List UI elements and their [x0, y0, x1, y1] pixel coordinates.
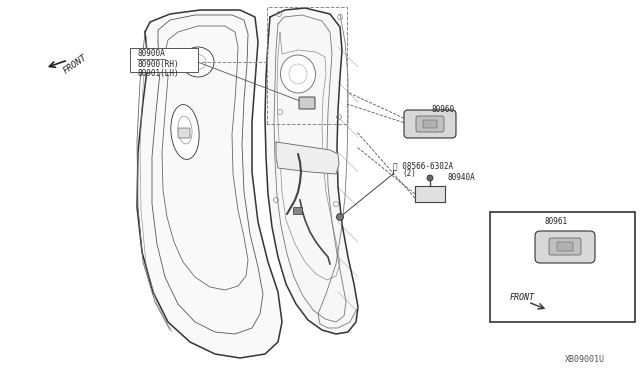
Ellipse shape: [171, 105, 199, 160]
Ellipse shape: [182, 47, 214, 77]
FancyBboxPatch shape: [423, 120, 437, 128]
Text: 80900(RH): 80900(RH): [137, 60, 179, 69]
Text: 80901(LH): 80901(LH): [137, 69, 179, 78]
Polygon shape: [265, 8, 358, 334]
Text: Ⓢ 08566-6302A: Ⓢ 08566-6302A: [393, 161, 453, 170]
Circle shape: [427, 175, 433, 181]
Ellipse shape: [280, 55, 316, 93]
Text: FRONT: FRONT: [62, 53, 89, 76]
Polygon shape: [415, 186, 445, 202]
FancyBboxPatch shape: [416, 116, 444, 132]
FancyBboxPatch shape: [294, 208, 303, 215]
FancyBboxPatch shape: [549, 238, 581, 255]
Text: FRONT: FRONT: [510, 293, 535, 302]
Text: 80961: 80961: [545, 217, 568, 226]
FancyBboxPatch shape: [557, 242, 573, 251]
Text: (2): (2): [402, 169, 416, 178]
Circle shape: [337, 214, 344, 221]
Text: XB09001U: XB09001U: [565, 355, 605, 364]
Text: 80960: 80960: [432, 105, 455, 114]
FancyBboxPatch shape: [299, 97, 315, 109]
Text: 80940A: 80940A: [448, 173, 476, 182]
Polygon shape: [276, 142, 339, 174]
FancyBboxPatch shape: [130, 48, 198, 72]
FancyBboxPatch shape: [490, 212, 635, 322]
FancyBboxPatch shape: [404, 110, 456, 138]
FancyBboxPatch shape: [535, 231, 595, 263]
Polygon shape: [137, 10, 282, 358]
FancyBboxPatch shape: [178, 128, 190, 138]
Text: 80900A: 80900A: [137, 49, 164, 58]
